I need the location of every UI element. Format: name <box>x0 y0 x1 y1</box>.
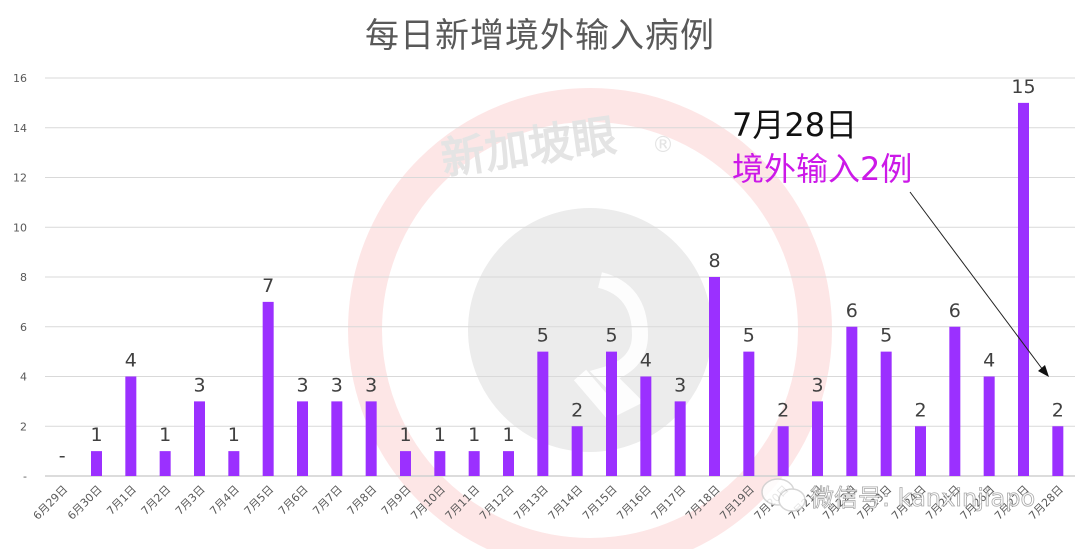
x-tick-label: 7月8日 <box>345 483 380 518</box>
gridlines <box>45 77 1075 477</box>
bar <box>91 451 102 476</box>
bar <box>674 401 686 476</box>
data-label: 2 <box>1052 399 1064 421</box>
bar <box>915 426 926 476</box>
bar <box>297 401 308 476</box>
data-label: 2 <box>914 399 926 421</box>
bar <box>331 401 343 476</box>
bar <box>606 351 617 476</box>
x-tick-label: 7月1日 <box>104 483 139 518</box>
svg-text:®: ® <box>652 133 674 158</box>
x-tick-label: 7月5日 <box>242 483 277 518</box>
svg-text:微信号: kanxinjiapo: 微信号: kanxinjiapo <box>810 484 1035 512</box>
data-label: 1 <box>468 424 480 446</box>
annotation-date: 7月28日 <box>732 106 858 144</box>
bar <box>503 451 514 476</box>
wechat-watermark: 微信号: kanxinjiapo <box>761 478 1036 512</box>
bar <box>400 451 411 476</box>
x-tick-label: 7月7日 <box>310 483 345 518</box>
data-label: 4 <box>125 350 137 372</box>
bar <box>571 426 583 476</box>
bar <box>949 326 961 476</box>
x-tick-label: 7月16日 <box>614 483 654 523</box>
bar <box>365 401 377 476</box>
data-label: 1 <box>399 424 411 446</box>
y-tick-label: 14 <box>13 122 27 135</box>
data-label: 5 <box>537 325 549 347</box>
x-tick-label: 7月15日 <box>580 483 620 523</box>
data-label: 5 <box>743 325 755 347</box>
data-label: 5 <box>605 325 617 347</box>
data-label: - <box>59 445 66 467</box>
bar <box>1018 102 1029 476</box>
bar <box>743 351 755 476</box>
bar <box>537 351 549 476</box>
data-label: 3 <box>331 374 343 396</box>
data-label: 3 <box>296 374 308 396</box>
bar <box>1052 426 1064 476</box>
y-tick-label: - <box>23 470 27 483</box>
data-label: 1 <box>159 424 171 446</box>
data-label: 15 <box>1011 76 1035 98</box>
data-label: 1 <box>434 424 446 446</box>
data-label: 8 <box>708 250 720 272</box>
x-tick-label: 7月14日 <box>546 483 586 523</box>
bar <box>228 451 240 476</box>
x-tick-label: 7月2日 <box>139 483 174 518</box>
data-label: 7 <box>262 275 274 297</box>
bar <box>194 401 205 476</box>
bar <box>434 451 446 476</box>
data-label: 2 <box>571 399 583 421</box>
bars <box>91 102 1064 476</box>
x-tick-label: 7月13日 <box>511 483 551 523</box>
data-label: 4 <box>640 350 652 372</box>
data-label: 1 <box>502 424 514 446</box>
bar <box>880 351 892 476</box>
y-axis: - 2 4 6 8 10 12 14 16 <box>13 72 27 483</box>
data-label: 3 <box>674 374 686 396</box>
data-label: 1 <box>90 424 102 446</box>
y-tick-label: 8 <box>20 271 27 284</box>
annotation-text: 境外输入2例 <box>732 150 913 188</box>
data-label: 3 <box>365 374 377 396</box>
data-label: 6 <box>846 300 858 322</box>
bar <box>777 426 789 476</box>
bar <box>640 376 652 476</box>
data-label: 4 <box>983 350 995 372</box>
bar <box>983 376 995 476</box>
chart-title: 每日新增境外输入病例 <box>365 16 715 56</box>
y-tick-label: 6 <box>20 321 27 334</box>
y-tick-label: 10 <box>13 221 27 234</box>
annotation-arrow <box>909 191 1049 377</box>
bar <box>812 401 823 476</box>
x-tick-label: 6月29日 <box>31 483 71 523</box>
bar <box>846 326 858 476</box>
bar <box>709 277 720 476</box>
watermark-text: 新加坡眼 <box>438 110 619 185</box>
data-label: 2 <box>777 399 789 421</box>
bar <box>159 451 171 476</box>
x-tick-label: 7月3日 <box>173 483 208 518</box>
data-label: 3 <box>811 374 823 396</box>
x-tick-label: 7月6日 <box>276 483 311 518</box>
y-tick-label: 2 <box>20 420 27 433</box>
bar <box>262 301 274 476</box>
y-tick-label: 16 <box>13 72 27 85</box>
data-label: 6 <box>949 300 961 322</box>
x-tick-label: 7月4日 <box>207 483 242 518</box>
data-label: 1 <box>228 424 240 446</box>
y-tick-label: 4 <box>20 371 27 384</box>
data-label: 3 <box>193 374 205 396</box>
bar <box>468 451 480 476</box>
y-tick-label: 12 <box>13 172 27 185</box>
data-label: 5 <box>880 325 892 347</box>
bar <box>125 376 137 476</box>
x-tick-label: 6月30日 <box>65 483 105 523</box>
